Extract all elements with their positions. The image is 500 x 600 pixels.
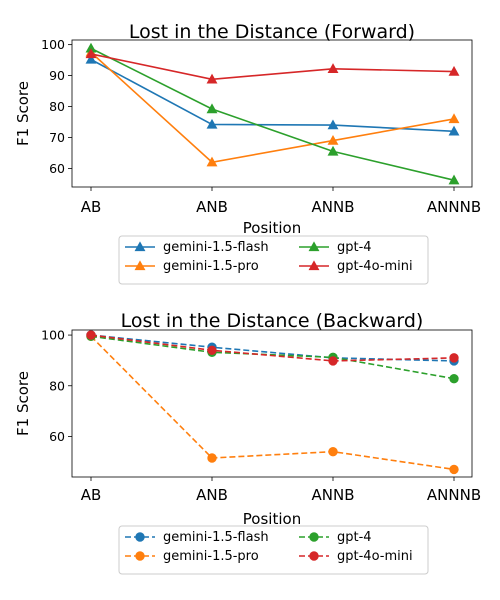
legend-label: gemini-1.5-flash: [163, 530, 269, 545]
y-axis-label: F1 Score: [14, 81, 32, 146]
legend-marker: [310, 533, 318, 541]
x-tick-label: AB: [81, 198, 102, 216]
series-line: [91, 335, 454, 361]
series-gpt-4: [87, 332, 458, 383]
data-point: [329, 357, 337, 365]
legend-marker: [136, 533, 144, 541]
x-tick-label: ANNB: [312, 486, 355, 504]
y-axis-label: F1 Score: [14, 371, 32, 436]
y-tick-label: 90: [49, 68, 65, 83]
x-axis-label: Position: [243, 510, 301, 528]
x-tick-label: ANNNB: [427, 198, 481, 216]
legend: gemini-1.5-flash gemini-1.5-pro gpt-4 gpt-4…: [119, 236, 428, 284]
chart-panel-1: Lost in the Distance (Forward)6070809010…: [14, 21, 481, 284]
data-point: [329, 447, 337, 455]
legend: gemini-1.5-flash gemini-1.5-pro gpt-4 gpt-4…: [119, 526, 428, 574]
series-gpt-4o-mini: [86, 49, 458, 83]
x-tick-label: ANNB: [312, 198, 355, 216]
legend-label: gpt-4: [337, 530, 372, 545]
series-line: [91, 52, 454, 162]
series-gemini-1.5-flash: [86, 55, 458, 135]
series-line: [91, 335, 454, 361]
chart-panel-2: Lost in the Distance (Backward) 60 80 100 AB…: [14, 310, 481, 574]
legend-label: gemini-1.5-pro: [163, 259, 259, 274]
data-point: [87, 331, 95, 339]
legend-label: gpt-4o-mini: [337, 259, 413, 274]
legend-label: gemini-1.5-pro: [163, 549, 259, 564]
y-tick-label: 60: [49, 429, 65, 444]
x-tick-label: ANB: [196, 486, 228, 504]
y-tick-label: 70: [49, 130, 65, 145]
x-tick-label: AB: [81, 486, 102, 504]
y-tick-label: 100: [41, 37, 65, 52]
series-gemini-1.5-flash: [87, 331, 458, 365]
data-point: [208, 454, 216, 462]
y-tick-label: 100: [41, 328, 65, 343]
x-tick-label: ANNNB: [427, 486, 481, 504]
legend-label: gemini-1.5-flash: [163, 240, 269, 255]
series-line: [91, 48, 454, 180]
legend-marker: [136, 552, 144, 560]
x-tick-label: ANB: [196, 198, 228, 216]
data-point: [208, 346, 216, 354]
x-axis-label: Position: [243, 219, 301, 237]
y-tick-label: 80: [49, 378, 65, 393]
y-tick-label: 60: [49, 161, 65, 176]
data-point: [449, 114, 458, 122]
data-point: [450, 354, 458, 362]
chart-title: Lost in the Distance (Backward): [121, 310, 424, 332]
y-tick-label: 80: [49, 99, 65, 114]
data-point: [450, 465, 458, 473]
legend-label: gpt-4: [337, 240, 372, 255]
data-point: [207, 104, 216, 112]
legend-label: gpt-4o-mini: [337, 549, 413, 564]
series-gpt-4o-mini: [87, 331, 458, 365]
data-point: [450, 374, 458, 382]
series-gemini-1.5-pro: [86, 48, 458, 166]
legend-marker: [310, 552, 318, 560]
